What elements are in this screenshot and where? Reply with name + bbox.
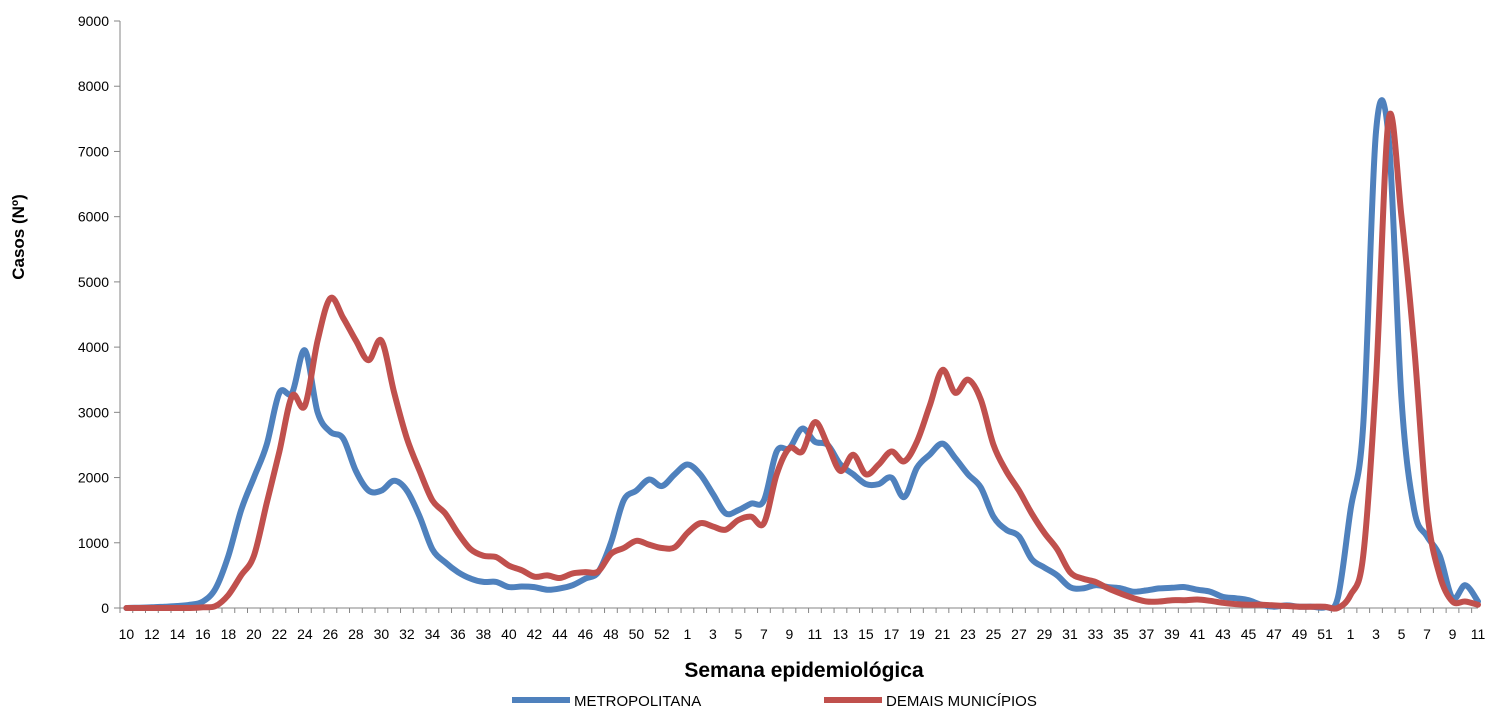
x-tick-label: 52 (654, 626, 670, 642)
x-tick-label: 28 (348, 626, 364, 642)
x-tick-label: 3 (709, 626, 717, 642)
x-tick-label: 13 (833, 626, 849, 642)
x-tick-label: 7 (760, 626, 768, 642)
y-tick-label: 7000 (78, 143, 109, 159)
x-tick-label: 10 (119, 626, 135, 642)
x-tick-label: 45 (1241, 626, 1257, 642)
x-tick-label: 5 (1398, 626, 1406, 642)
x-axis-title: Semana epidemiológica (684, 659, 924, 682)
x-tick-label: 42 (527, 626, 543, 642)
x-tick-label: 40 (501, 626, 517, 642)
legend-label: METROPOLITANA (574, 693, 701, 710)
y-tick-label: 0 (101, 600, 109, 616)
x-tick-label: 31 (1062, 626, 1078, 642)
x-tick-label: 19 (909, 626, 925, 642)
series-line-metropolitana (123, 97, 1481, 612)
y-tick-label: 1000 (78, 535, 109, 551)
x-tick-label: 33 (1088, 626, 1104, 642)
x-tick-label: 18 (221, 626, 237, 642)
x-tick-label: 15 (858, 626, 874, 642)
x-tick-label: 44 (552, 626, 568, 642)
x-tick-label: 9 (786, 626, 794, 642)
x-tick-label: 11 (1471, 626, 1486, 642)
x-tick-label: 38 (476, 626, 492, 642)
y-tick-label: 6000 (78, 209, 109, 225)
x-tick-label: 25 (986, 626, 1002, 642)
x-tick-label: 1 (684, 626, 692, 642)
x-tick-label: 51 (1317, 626, 1333, 642)
x-tick-label: 1 (1347, 626, 1355, 642)
x-tick-label: 9 (1449, 626, 1457, 642)
x-tick-label: 23 (960, 626, 976, 642)
legend: METROPOLITANA DEMAIS MUNICÍPIOS (512, 693, 1037, 710)
x-tick-label: 36 (450, 626, 466, 642)
x-tick-label: 11 (808, 626, 823, 642)
y-tick-label: 4000 (78, 339, 109, 355)
series-layer (123, 97, 1481, 612)
y-axis-ticks: 0 1000 2000 3000 4000 5000 6000 7000 8000 9000 (78, 13, 120, 616)
x-tick-label: 21 (935, 626, 951, 642)
x-tick-label: 17 (884, 626, 900, 642)
x-tick-label: 43 (1215, 626, 1231, 642)
x-tick-label: 32 (399, 626, 415, 642)
x-tick-label: 37 (1139, 626, 1155, 642)
x-tick-label: 16 (195, 626, 211, 642)
x-tick-label: 49 (1292, 626, 1308, 642)
y-tick-label: 8000 (78, 78, 109, 94)
x-tick-label: 46 (578, 626, 594, 642)
y-tick-label: 9000 (78, 13, 109, 29)
x-tick-label: 50 (629, 626, 645, 642)
x-axis-ticks: 10 12 14 16 18 20 22 24 26 28 30 32 34 36 38 40 42 44 46 48… (119, 608, 1486, 642)
x-tick-label: 30 (374, 626, 390, 642)
y-tick-label: 2000 (78, 470, 109, 486)
x-tick-label: 35 (1113, 626, 1129, 642)
x-tick-label: 7 (1423, 626, 1431, 642)
x-tick-label: 47 (1266, 626, 1282, 642)
x-tick-label: 3 (1372, 626, 1380, 642)
x-tick-label: 5 (735, 626, 743, 642)
x-tick-label: 41 (1190, 626, 1206, 642)
y-axis-title: Casos (Nº) (9, 194, 28, 280)
x-tick-label: 26 (323, 626, 339, 642)
y-tick-label: 3000 (78, 404, 109, 420)
x-tick-label: 22 (272, 626, 288, 642)
legend-label: DEMAIS MUNICÍPIOS (886, 693, 1037, 710)
x-tick-label: 34 (425, 626, 441, 642)
y-tick-label: 5000 (78, 274, 109, 290)
x-tick-label: 20 (246, 626, 262, 642)
x-tick-label: 12 (144, 626, 160, 642)
x-tick-label: 39 (1164, 626, 1180, 642)
x-tick-label: 29 (1037, 626, 1053, 642)
series-line-demais-municipios (123, 110, 1481, 612)
x-tick-label: 48 (603, 626, 619, 642)
x-tick-label: 27 (1011, 626, 1027, 642)
x-tick-label: 14 (170, 626, 186, 642)
x-tick-label: 24 (297, 626, 313, 642)
